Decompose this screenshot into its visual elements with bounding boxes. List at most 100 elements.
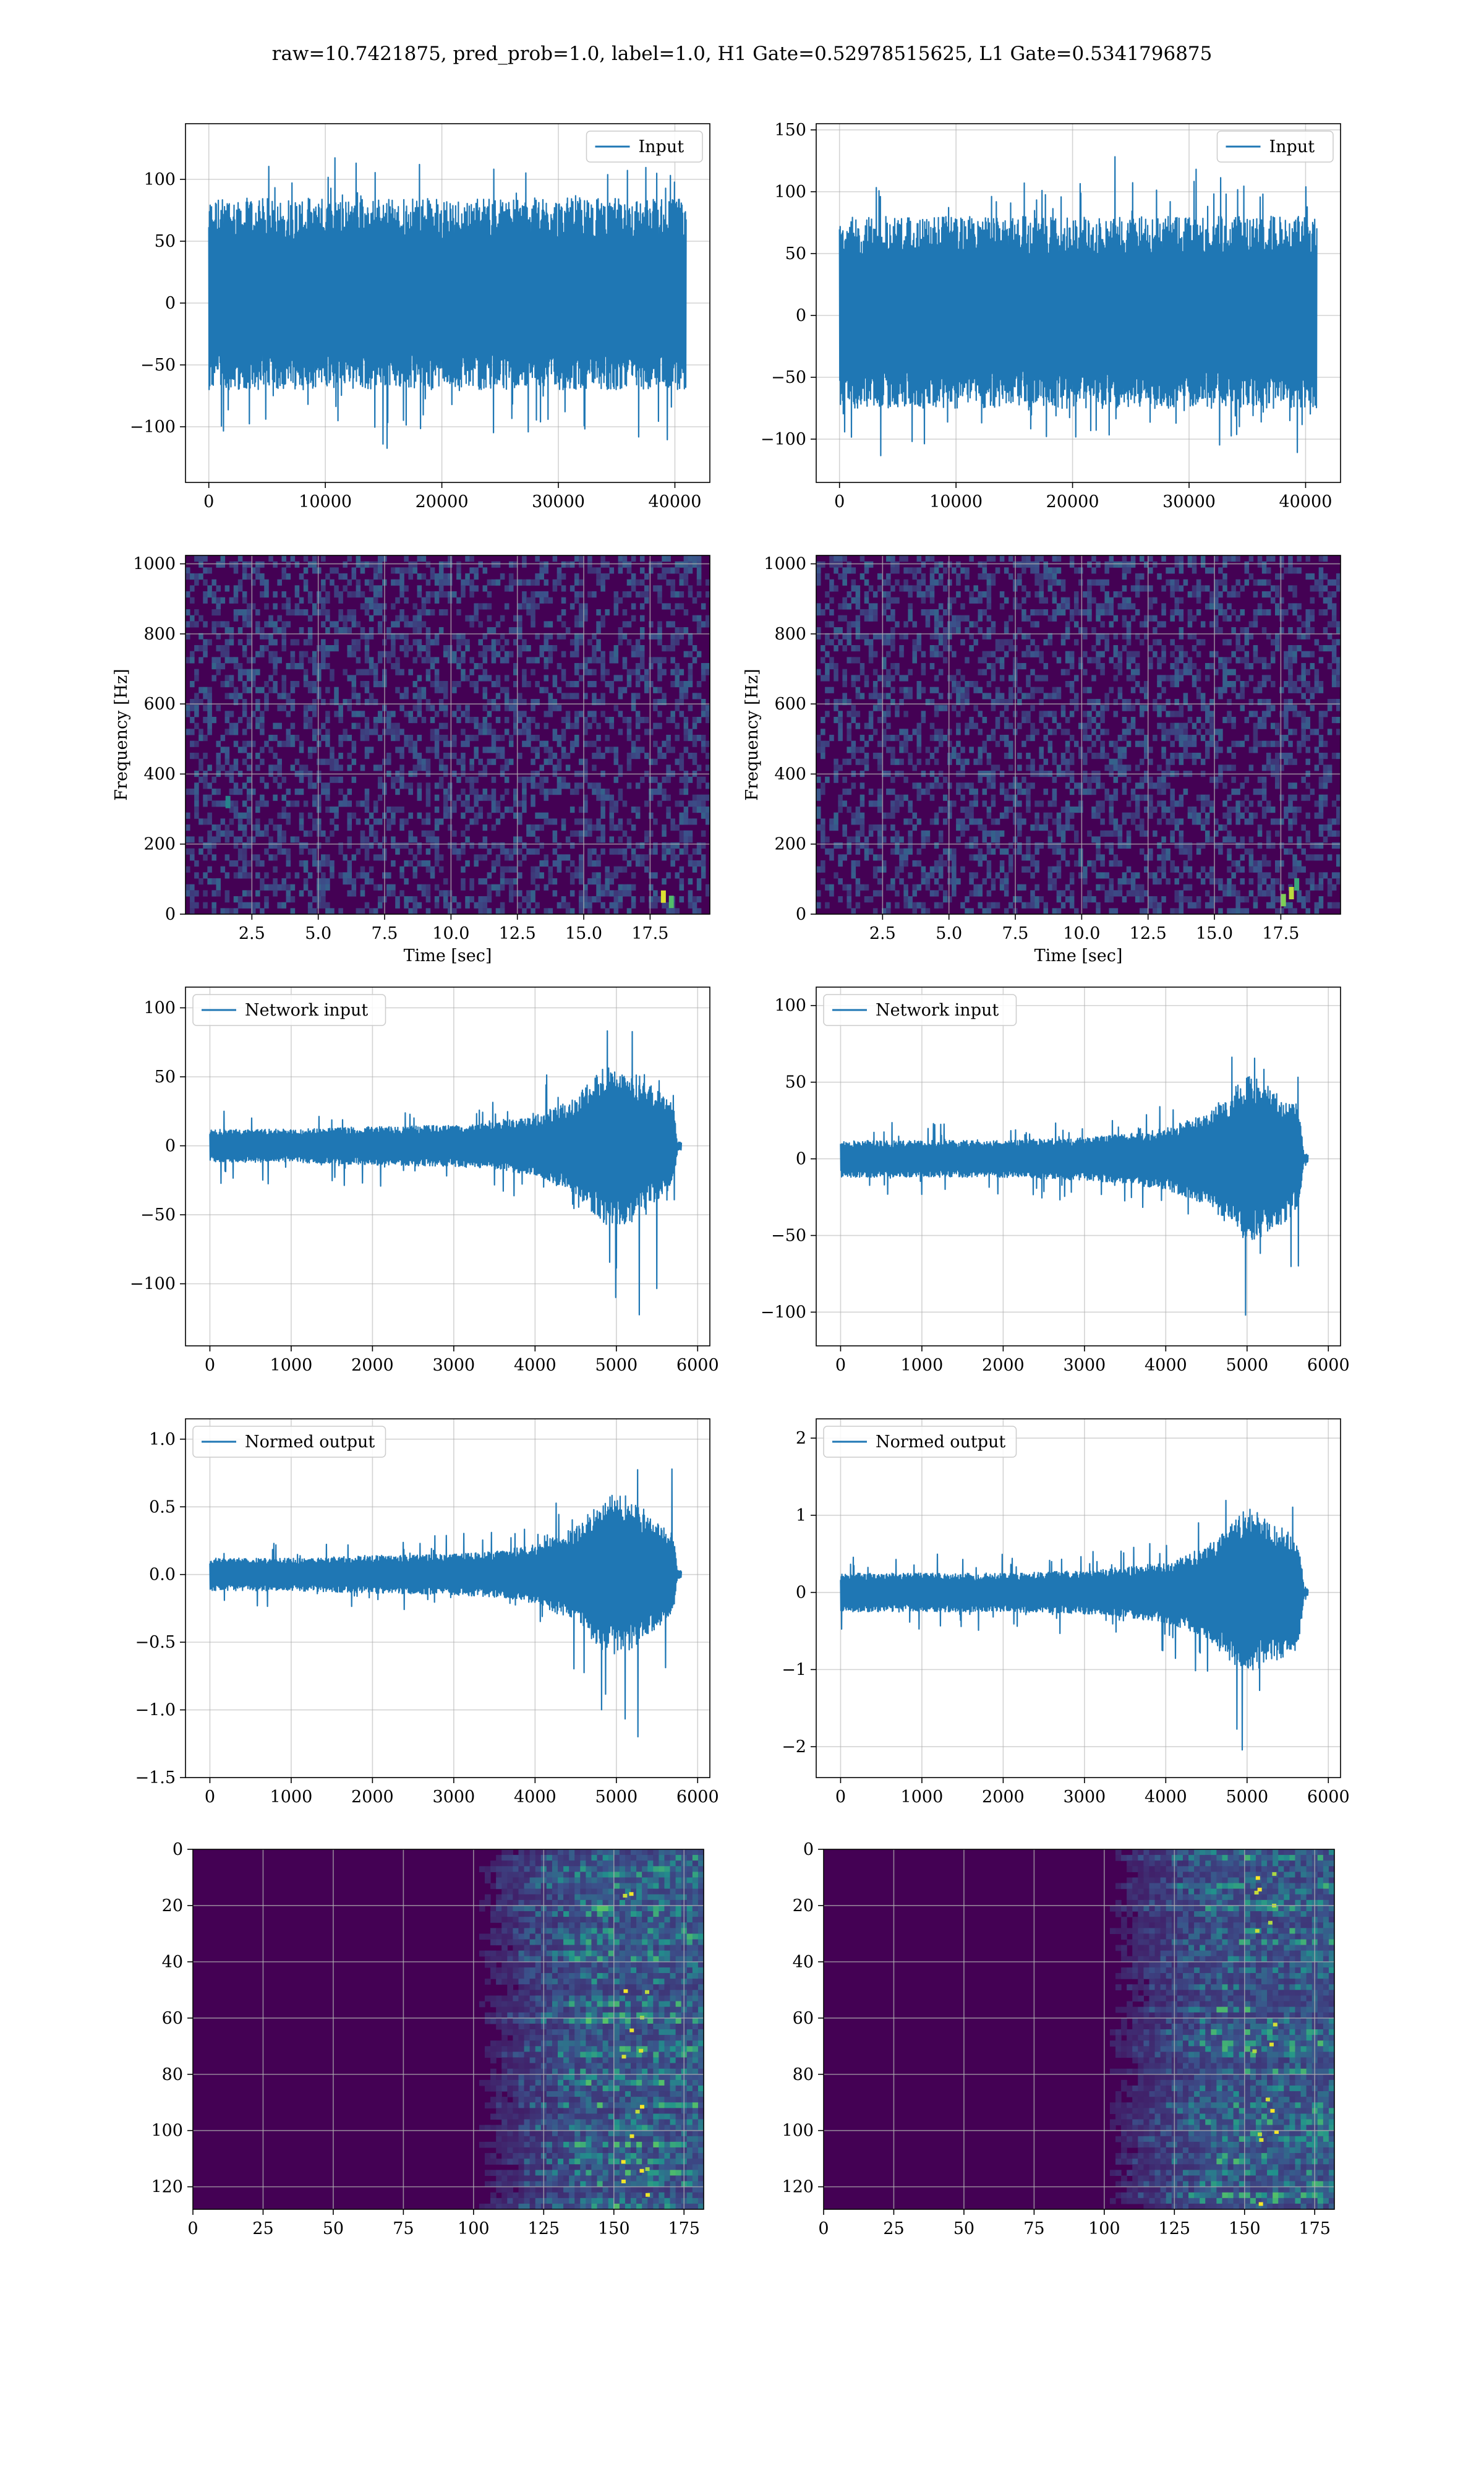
spectrogram-cell bbox=[1104, 789, 1109, 795]
spectrogram-cell bbox=[851, 747, 856, 753]
spectrogram-cell bbox=[190, 597, 195, 604]
spectrogram-cell bbox=[1218, 657, 1223, 664]
spectrogram-cell bbox=[412, 854, 418, 861]
spectrogram-cell bbox=[1078, 627, 1083, 634]
spectrogram-cell bbox=[556, 735, 562, 742]
spectrogram-cell bbox=[683, 842, 689, 849]
spectrogram-cell bbox=[190, 651, 195, 657]
spectrogram-cell bbox=[552, 764, 558, 771]
spectrogram-cell bbox=[1130, 722, 1136, 729]
spectrogram-cell bbox=[552, 699, 558, 706]
spectrogram-cell bbox=[1218, 693, 1223, 700]
spectrogram-cell bbox=[1275, 645, 1280, 652]
spectrogram-cell bbox=[351, 711, 357, 717]
spectrogram-cell bbox=[1157, 800, 1162, 807]
spectrogram-cell bbox=[999, 812, 1005, 819]
spectrogram-cell bbox=[1288, 807, 1293, 813]
spectrogram-cell bbox=[404, 818, 409, 825]
spectrogram-cell bbox=[255, 669, 260, 675]
spectrogram-cell bbox=[587, 567, 592, 574]
spectrogram-cell bbox=[635, 747, 641, 753]
spectrogram-cell bbox=[469, 657, 474, 664]
spectrogram-cell bbox=[1196, 717, 1201, 724]
spectrogram-cell bbox=[1087, 561, 1092, 568]
spectrogram-cell bbox=[960, 615, 965, 622]
spectrogram-cell bbox=[956, 579, 961, 586]
spectrogram-cell bbox=[207, 878, 212, 885]
spectrogram-cell bbox=[1240, 693, 1245, 700]
spectrogram-cell bbox=[1104, 591, 1109, 598]
spectrogram-cell bbox=[1017, 561, 1022, 568]
spectrogram-cell bbox=[596, 884, 601, 891]
spectrogram-cell bbox=[1122, 717, 1127, 724]
spectrogram-cell bbox=[649, 902, 654, 909]
spectrogram-cell bbox=[364, 579, 370, 586]
spectrogram-cell bbox=[307, 561, 313, 568]
spectrogram-cell bbox=[373, 807, 378, 813]
spectrogram-cell bbox=[417, 782, 422, 789]
spectrogram-cell bbox=[478, 908, 484, 914]
spectrogram-cell bbox=[1196, 669, 1201, 675]
spectrogram-cell bbox=[1056, 555, 1062, 562]
spectrogram-cell bbox=[1297, 740, 1302, 747]
spectrogram-cell bbox=[942, 794, 948, 801]
spectrogram-cell bbox=[569, 747, 575, 753]
spectrogram-cell bbox=[286, 872, 291, 879]
spectrogram-cell bbox=[1069, 609, 1075, 616]
spectrogram-cell bbox=[692, 848, 697, 855]
spectrogram-cell bbox=[377, 591, 383, 598]
spectrogram-cell bbox=[364, 753, 370, 760]
spectrogram-cell bbox=[456, 639, 461, 646]
spectrogram-cell bbox=[373, 722, 378, 729]
spectrogram-cell bbox=[834, 633, 838, 640]
spectrogram-cell bbox=[194, 812, 199, 819]
spectrogram-cell bbox=[1087, 747, 1092, 753]
spectrogram-cell bbox=[286, 711, 291, 717]
spectrogram-cell bbox=[670, 860, 675, 867]
spectrogram-cell bbox=[1008, 764, 1013, 771]
spectrogram-cell bbox=[1336, 753, 1341, 760]
spectrogram-cell bbox=[1323, 573, 1328, 580]
spectrogram-cell bbox=[1327, 699, 1333, 706]
spectrogram-cell bbox=[224, 693, 230, 700]
spectrogram-cell bbox=[1078, 789, 1083, 795]
spectrogram-cell bbox=[552, 890, 558, 897]
spectrogram-cell bbox=[1170, 585, 1175, 592]
spectrogram-cell bbox=[1039, 657, 1044, 664]
spectrogram-cell bbox=[242, 860, 247, 867]
spectrogram-cell bbox=[579, 896, 584, 903]
spectrogram-cell bbox=[1161, 657, 1166, 664]
spectrogram-cell bbox=[351, 687, 357, 693]
spectrogram-cell bbox=[338, 573, 343, 580]
spectrogram-cell bbox=[255, 807, 260, 813]
spectrogram-cell bbox=[1100, 818, 1105, 825]
spectrogram-cell bbox=[438, 758, 444, 765]
spectrogram-cell bbox=[995, 722, 1000, 729]
spectrogram-cell bbox=[912, 639, 918, 646]
spectrogram-cell bbox=[829, 824, 834, 831]
spectrogram-cell bbox=[356, 555, 361, 562]
spectrogram-cell bbox=[369, 561, 374, 568]
spectrogram-cell bbox=[1292, 782, 1297, 789]
spectrogram-cell bbox=[273, 878, 278, 885]
spectrogram-cell bbox=[877, 699, 882, 706]
spectrogram-cell bbox=[242, 800, 247, 807]
spectrogram-cell bbox=[973, 722, 978, 729]
spectrogram-cell bbox=[434, 782, 440, 789]
spectrogram-cell bbox=[838, 627, 843, 634]
spectrogram-cell bbox=[842, 675, 847, 682]
spectrogram-cell bbox=[1174, 735, 1180, 742]
spectrogram-cell bbox=[675, 699, 680, 706]
spectrogram-cell bbox=[237, 836, 243, 843]
spectrogram-cell bbox=[312, 657, 317, 664]
spectrogram-cell bbox=[312, 681, 317, 688]
spectrogram-cell bbox=[364, 669, 370, 675]
spectrogram-cell bbox=[1017, 603, 1022, 610]
spectrogram-cell bbox=[465, 824, 470, 831]
spectrogram-cell bbox=[1244, 561, 1250, 568]
spectrogram-cell bbox=[508, 585, 514, 592]
spectrogram-cell bbox=[960, 782, 965, 789]
spectrogram-cell bbox=[325, 854, 330, 861]
spectrogram-cell bbox=[286, 597, 291, 604]
spectrogram-cell bbox=[198, 687, 203, 693]
